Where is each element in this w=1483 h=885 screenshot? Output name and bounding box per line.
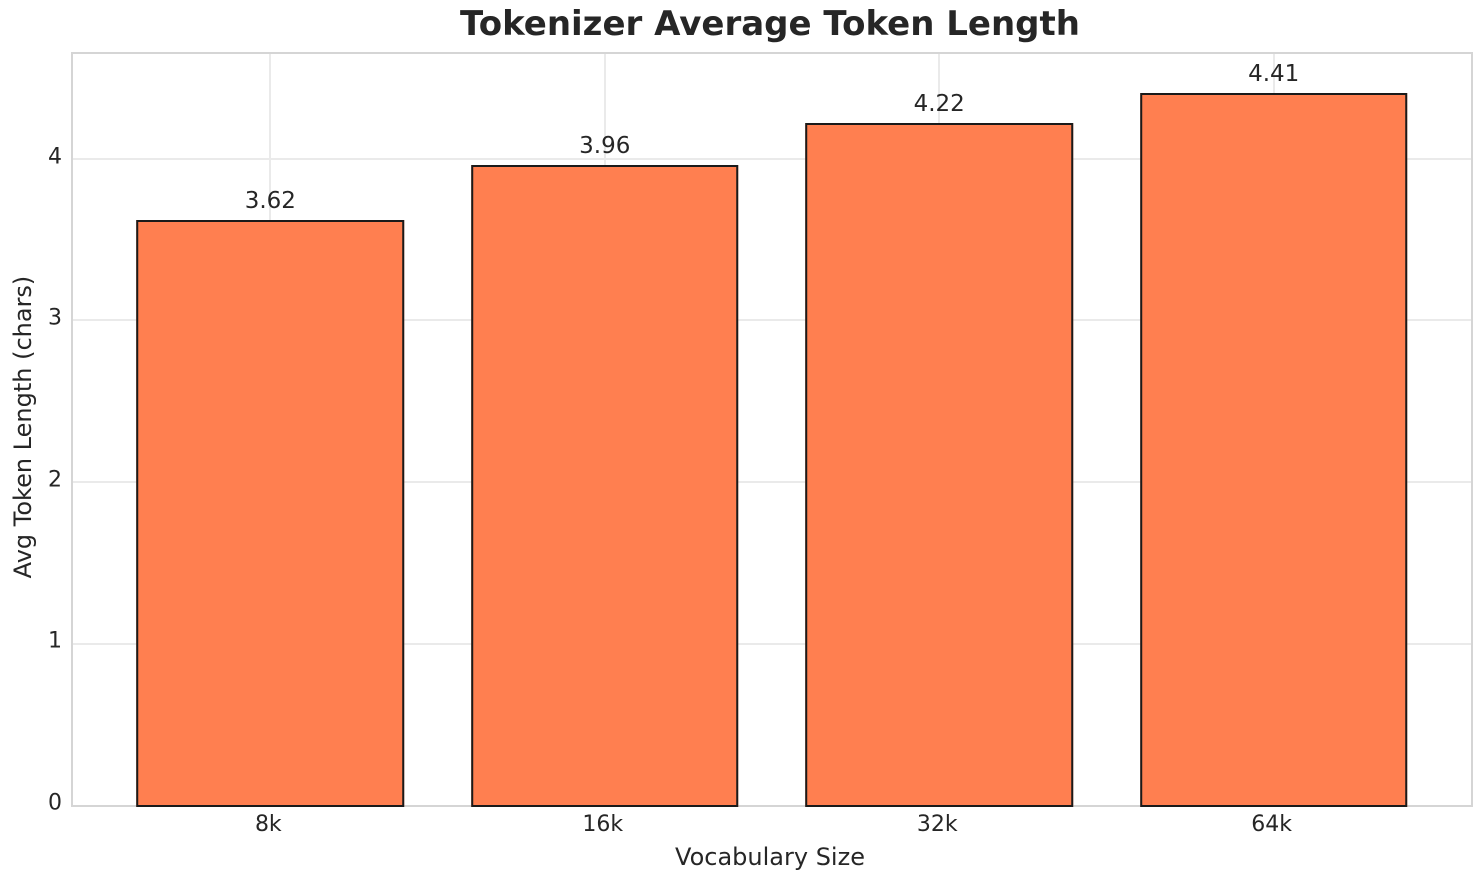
x-tick-label: 64k [1251,812,1293,837]
y-tick-label: 2 [48,467,62,493]
gridline-h [73,319,1471,322]
bar-value-label: 4.41 [1248,60,1300,87]
chart-title: Tokenizer Average Token Length [460,4,1080,44]
y-tick-label: 0 [48,790,62,816]
x-axis-label: Vocabulary Size [675,843,865,871]
plot-area: 3.62 3.96 4.22 4.41 [71,52,1473,807]
gridline-h [73,481,1471,483]
bar-value-label: 3.62 [244,188,296,215]
bar [1139,92,1408,807]
y-tick-label: 4 [48,144,62,170]
bar [805,123,1073,807]
gridline-h [73,642,1471,645]
y-tick-label: 3 [48,305,62,331]
bar-value-label: 3.96 [579,133,631,160]
x-tick-label: 32k [916,812,958,837]
gridline-h [73,157,1471,160]
bar [136,220,405,807]
y-axis-label: Avg Token Length (chars) [9,275,37,579]
x-tick-label: 8k [254,812,282,837]
bar-value-label: 4.22 [913,91,965,118]
x-tick-label: 16k [582,812,624,837]
bar [470,165,739,807]
y-tick-label: 1 [48,628,62,654]
